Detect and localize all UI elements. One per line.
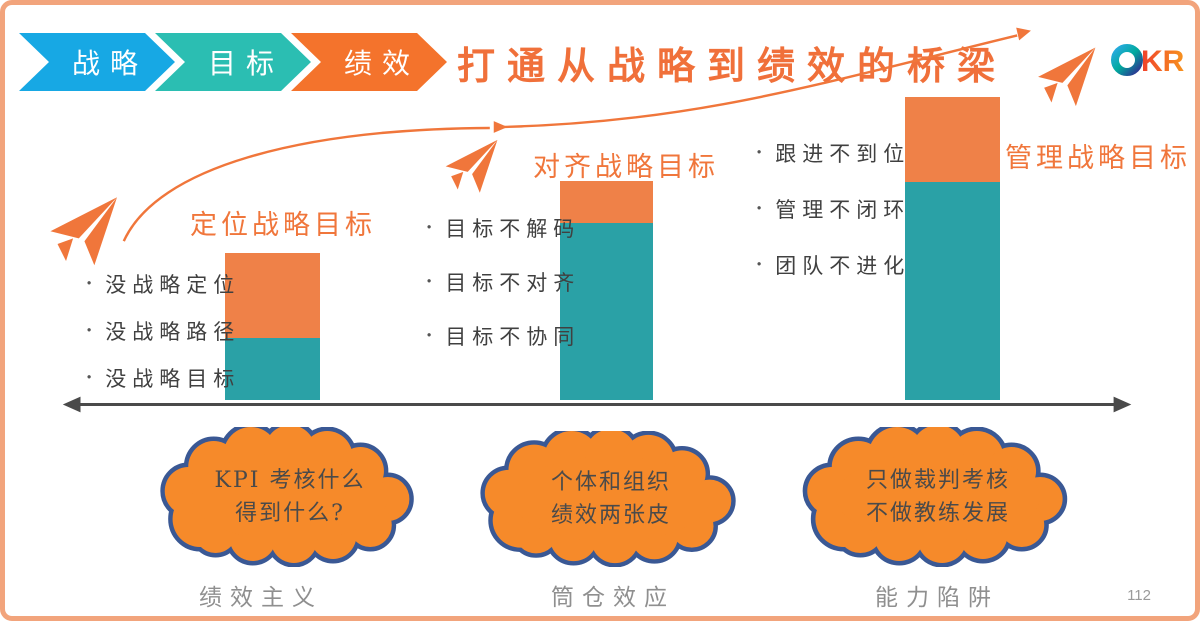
cloud-line: KPI 考核什么 bbox=[214, 468, 366, 493]
chevron-goal: 目标 bbox=[155, 33, 311, 91]
bullet-text: 跟进不到位 bbox=[775, 142, 911, 166]
bar-2-teal-segment bbox=[560, 223, 653, 400]
list-item: · 没战略路径 bbox=[85, 316, 240, 346]
page-number: 112 bbox=[1127, 587, 1151, 604]
bullet-text: 目标不协同 bbox=[445, 325, 581, 349]
cloud-callout-1: KPI 考核什么 得到什么? bbox=[153, 427, 427, 567]
bullet-list-column-3: · 跟进不到位 · 管理不闭环 · 团队不进化 bbox=[755, 138, 910, 306]
list-item: · 跟进不到位 bbox=[755, 138, 910, 168]
bullet-dot-icon: · bbox=[755, 138, 764, 168]
bar-3-teal-segment bbox=[905, 182, 1000, 400]
list-item: · 目标不解码 bbox=[425, 213, 580, 243]
chevron-goal-label: 目标 bbox=[207, 47, 284, 80]
okr-logo-o-ring bbox=[1111, 44, 1143, 76]
footer-label-performancism: 绩效主义 bbox=[199, 585, 323, 611]
bar-1-orange-segment bbox=[225, 253, 320, 338]
bar-2-orange-segment bbox=[560, 181, 653, 223]
bullet-text: 目标不对齐 bbox=[445, 271, 581, 295]
paper-plane-icon bbox=[445, 139, 498, 193]
bullet-text: 没战略目标 bbox=[105, 367, 241, 391]
cloud-line: 得到什么? bbox=[235, 501, 345, 526]
bar-1-teal-segment bbox=[225, 338, 320, 400]
cloud-callout-3: 只做裁判考核 不做教练发展 bbox=[795, 427, 1081, 567]
bullet-text: 没战略路径 bbox=[105, 320, 241, 344]
bullet-list-column-1: · 没战略定位 · 没战略路径 · 没战略目标 bbox=[85, 269, 240, 410]
stage-label-align-goals: 对齐战略目标 bbox=[533, 152, 719, 183]
list-item: · 管理不闭环 bbox=[755, 194, 910, 224]
stage-label-position-goals: 定位战略目标 bbox=[190, 210, 376, 241]
axis-right-arrowhead-icon bbox=[1113, 396, 1132, 413]
footer-label-silo-effect: 筒仓效应 bbox=[551, 585, 675, 611]
stage-label-manage-goals: 管理战略目标 bbox=[1005, 143, 1191, 174]
chevron-strategy: 战略 bbox=[19, 33, 175, 91]
slide-title: 打通从战略到绩效的桥梁 bbox=[457, 46, 1008, 88]
chevron-performance: 绩效 bbox=[291, 33, 447, 91]
swoosh-mid-arrowhead-icon bbox=[493, 121, 508, 133]
bullet-text: 管理不闭环 bbox=[775, 198, 911, 222]
bullet-dot-icon: · bbox=[755, 194, 764, 224]
cloud-1-text: KPI 考核什么 得到什么? bbox=[153, 427, 427, 567]
bullet-dot-icon: · bbox=[425, 213, 434, 243]
paper-plane-icon bbox=[1038, 47, 1096, 107]
chevron-performance-label: 绩效 bbox=[343, 47, 420, 80]
cloud-2-text: 个体和组织 绩效两张皮 bbox=[473, 431, 749, 567]
footer-label-capability-trap: 能力陷阱 bbox=[875, 585, 999, 611]
stacked-bar-3 bbox=[905, 97, 1000, 400]
bullet-dot-icon: · bbox=[425, 321, 434, 351]
stacked-bar-2 bbox=[560, 181, 653, 400]
swoosh-end-arrowhead-icon bbox=[1016, 27, 1031, 41]
okr-logo: KR bbox=[1111, 44, 1185, 78]
list-item: · 目标不协同 bbox=[425, 321, 580, 351]
cloud-3-text: 只做裁判考核 不做教练发展 bbox=[795, 427, 1081, 567]
bullet-text: 目标不解码 bbox=[445, 217, 581, 241]
bullet-dot-icon: · bbox=[85, 363, 94, 393]
okr-logo-kr-text: KR bbox=[1141, 45, 1185, 78]
bullet-text: 没战略定位 bbox=[105, 273, 241, 297]
stacked-bar-1 bbox=[225, 253, 320, 400]
bar-3-orange-segment bbox=[905, 97, 1000, 182]
list-item: · 团队不进化 bbox=[755, 250, 910, 280]
bullet-dot-icon: · bbox=[755, 250, 764, 280]
cloud-line: 绩效两张皮 bbox=[550, 503, 671, 528]
list-item: · 目标不对齐 bbox=[425, 267, 580, 297]
paper-plane-icon bbox=[50, 197, 118, 266]
list-item: · 没战略目标 bbox=[85, 363, 240, 393]
bullet-dot-icon: · bbox=[85, 316, 94, 346]
axis-left-arrowhead-icon bbox=[62, 396, 81, 413]
chevron-strategy-label: 战略 bbox=[71, 47, 148, 80]
bullet-text: 团队不进化 bbox=[775, 254, 911, 278]
bullet-dot-icon: · bbox=[425, 267, 434, 297]
cloud-callout-2: 个体和组织 绩效两张皮 bbox=[473, 431, 749, 567]
bullet-dot-icon: · bbox=[85, 269, 94, 299]
cloud-line: 只做裁判考核 bbox=[865, 468, 1010, 493]
bullet-list-column-2: · 目标不解码 · 目标不对齐 · 目标不协同 bbox=[425, 213, 580, 375]
cloud-line: 个体和组织 bbox=[550, 470, 671, 495]
cloud-line: 不做教练发展 bbox=[865, 501, 1010, 526]
list-item: · 没战略定位 bbox=[85, 269, 240, 299]
